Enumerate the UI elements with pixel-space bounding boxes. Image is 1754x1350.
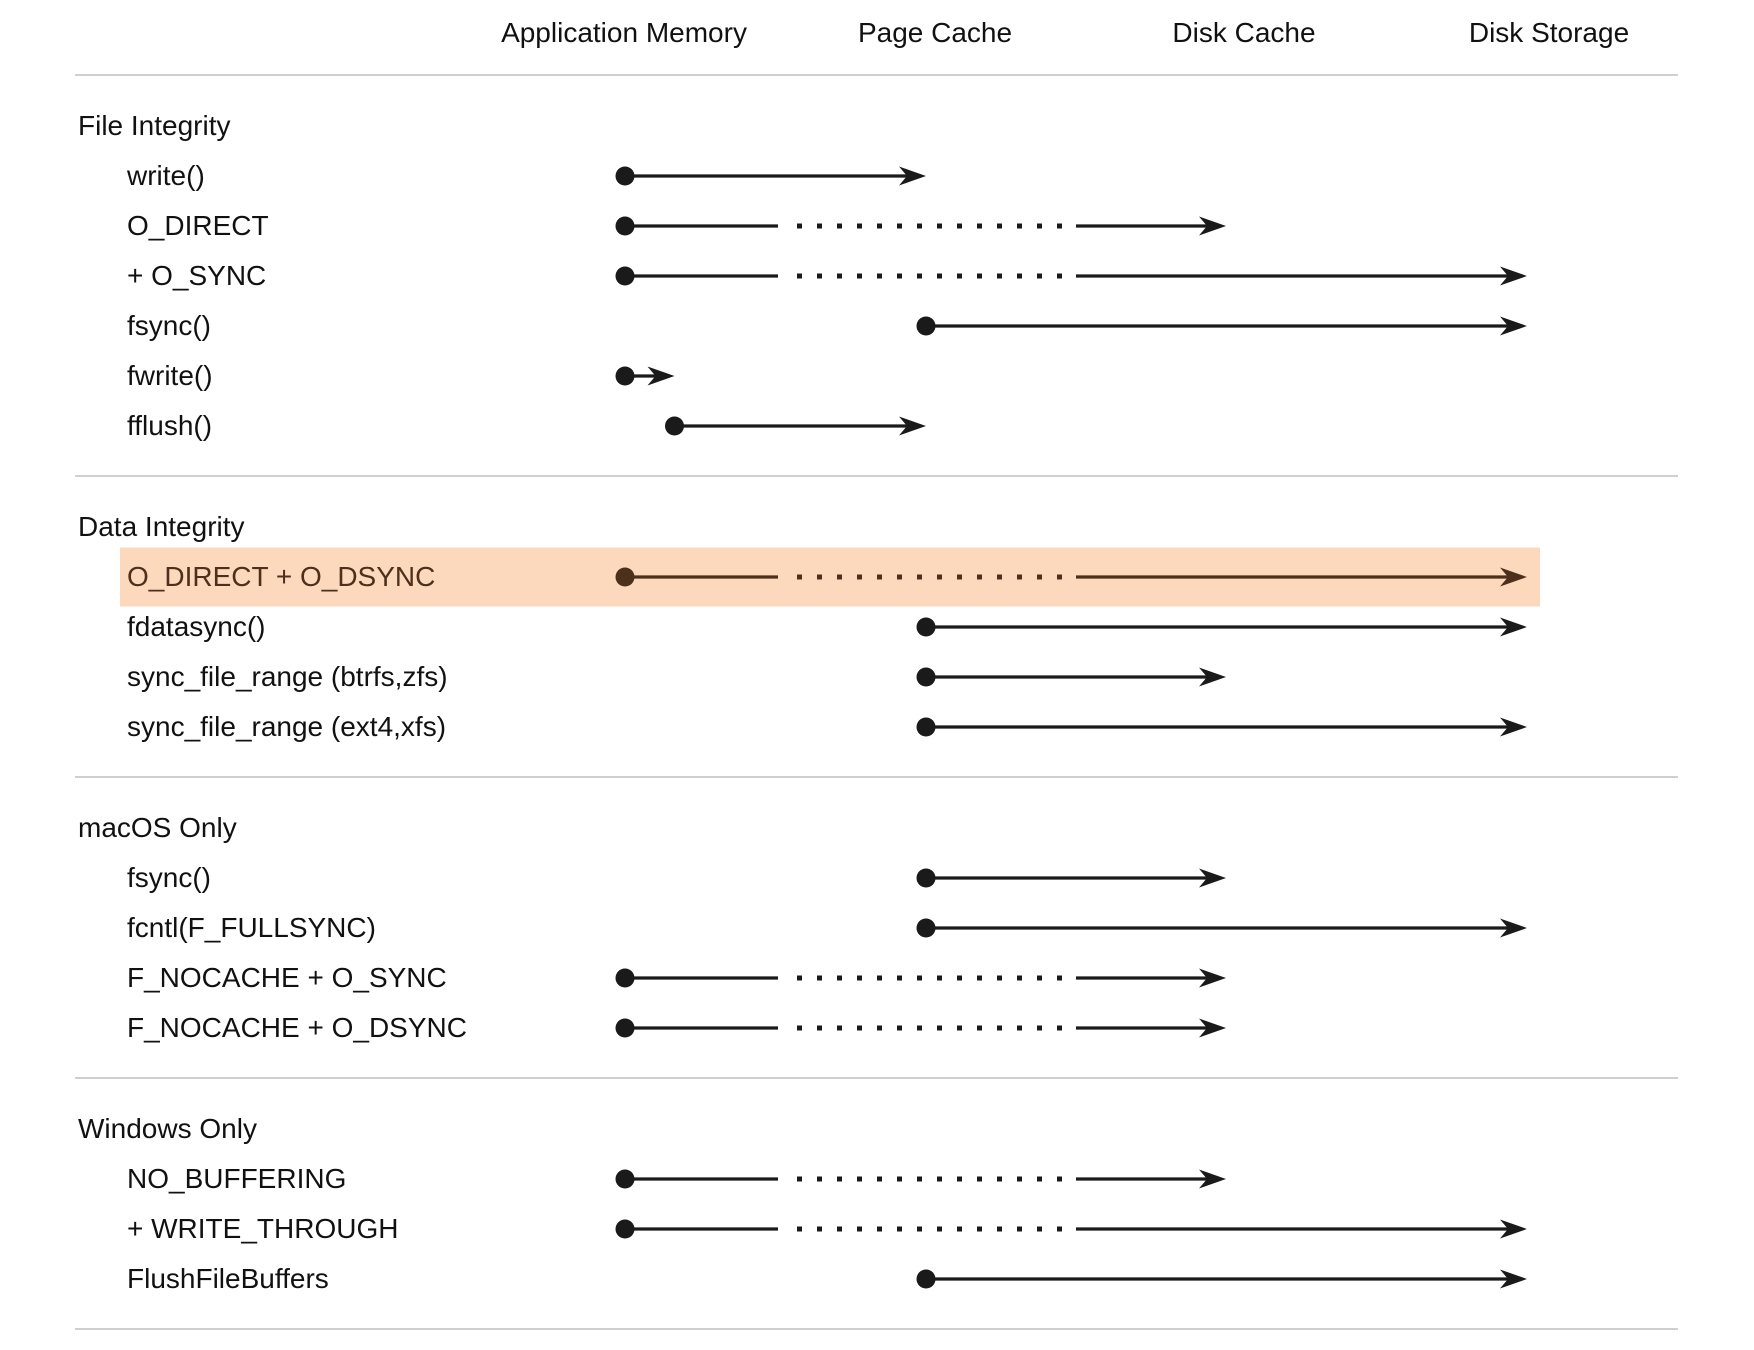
row-label-write: write() bbox=[127, 160, 205, 191]
arrow-fcntl-f-fullsync bbox=[916, 918, 1527, 938]
arrow-f-nocache-o-dsync bbox=[615, 1018, 1226, 1038]
arrow-fsync bbox=[916, 316, 1527, 336]
row-label-fsync: fsync() bbox=[127, 862, 211, 893]
row-label-fdatasync: fdatasync() bbox=[127, 611, 266, 642]
arrowhead-icon bbox=[647, 366, 675, 386]
row-label-write-through: + WRITE_THROUGH bbox=[127, 1213, 399, 1244]
arrowhead-icon bbox=[899, 166, 926, 186]
row-label-flushfilebuffers: FlushFileBuffers bbox=[127, 1263, 329, 1294]
arrow-sync-file-range-btrfs-zfs bbox=[916, 667, 1226, 687]
arrowhead-icon bbox=[1199, 1169, 1226, 1189]
section-title-file-integrity: File Integrity bbox=[78, 110, 231, 141]
arrow-f-nocache-o-sync bbox=[615, 968, 1226, 988]
arrowhead-icon bbox=[1500, 316, 1527, 336]
column-header-disk-cache: Disk Cache bbox=[1172, 17, 1316, 48]
arrow-o-sync bbox=[615, 266, 1527, 286]
arrow-no-buffering bbox=[615, 1169, 1226, 1189]
arrowhead-icon bbox=[1500, 1269, 1527, 1289]
arrow-fflush bbox=[665, 416, 926, 436]
row-label-sync-file-range-btrfs-zfs: sync_file_range (btrfs,zfs) bbox=[127, 661, 448, 692]
row-label-sync-file-range-ext4-xfs: sync_file_range (ext4,xfs) bbox=[127, 711, 447, 742]
row-label-fwrite: fwrite() bbox=[127, 360, 213, 391]
row-label-no-buffering: NO_BUFFERING bbox=[127, 1163, 347, 1194]
row-label-fsync: fsync() bbox=[127, 310, 211, 341]
arrow-fsync bbox=[916, 868, 1226, 888]
arrowhead-icon bbox=[1500, 266, 1527, 286]
row-label-f-nocache-o-dsync: F_NOCACHE + O_DSYNC bbox=[127, 1012, 467, 1043]
row-label-o-direct-o-dsync: O_DIRECT + O_DSYNC bbox=[127, 561, 436, 592]
column-header-disk-storage: Disk Storage bbox=[1468, 17, 1630, 48]
row-label-o-sync: + O_SYNC bbox=[127, 260, 267, 291]
arrow-write bbox=[615, 166, 926, 186]
arrow-fdatasync bbox=[916, 617, 1527, 637]
arrowhead-icon bbox=[1500, 918, 1527, 938]
column-header-page-cache: Page Cache bbox=[857, 17, 1013, 48]
arrow-sync-file-range-ext4-xfs bbox=[916, 717, 1527, 737]
arrow-write-through bbox=[615, 1219, 1527, 1239]
arrowhead-icon bbox=[1199, 968, 1226, 988]
arrow-o-direct-o-dsync bbox=[615, 567, 1527, 587]
arrowhead-icon bbox=[899, 416, 926, 436]
arrowhead-icon bbox=[1500, 617, 1527, 637]
row-label-f-nocache-o-sync: F_NOCACHE + O_SYNC bbox=[127, 962, 447, 993]
row-label-o-direct: O_DIRECT bbox=[127, 210, 269, 241]
arrowhead-icon bbox=[1199, 868, 1226, 888]
arrow-o-direct bbox=[615, 216, 1226, 236]
arrowhead-icon bbox=[1500, 1219, 1527, 1239]
section-title-macos-only: macOS Only bbox=[78, 812, 237, 843]
section-title-data-integrity: Data Integrity bbox=[78, 511, 245, 542]
arrowhead-icon bbox=[1199, 667, 1226, 687]
row-label-fcntl-f-fullsync: fcntl(F_FULLSYNC) bbox=[127, 912, 376, 943]
row-label-fflush: fflush() bbox=[127, 410, 213, 441]
section-title-windows-only: Windows Only bbox=[78, 1113, 257, 1144]
arrowhead-icon bbox=[1199, 216, 1226, 236]
column-header-application-memory: Application Memory bbox=[501, 17, 747, 48]
arrow-flushfilebuffers bbox=[916, 1269, 1527, 1289]
arrow-fwrite bbox=[615, 366, 675, 386]
arrowhead-icon bbox=[1500, 567, 1527, 587]
arrowhead-icon bbox=[1500, 717, 1527, 737]
arrowhead-icon bbox=[1199, 1018, 1226, 1038]
